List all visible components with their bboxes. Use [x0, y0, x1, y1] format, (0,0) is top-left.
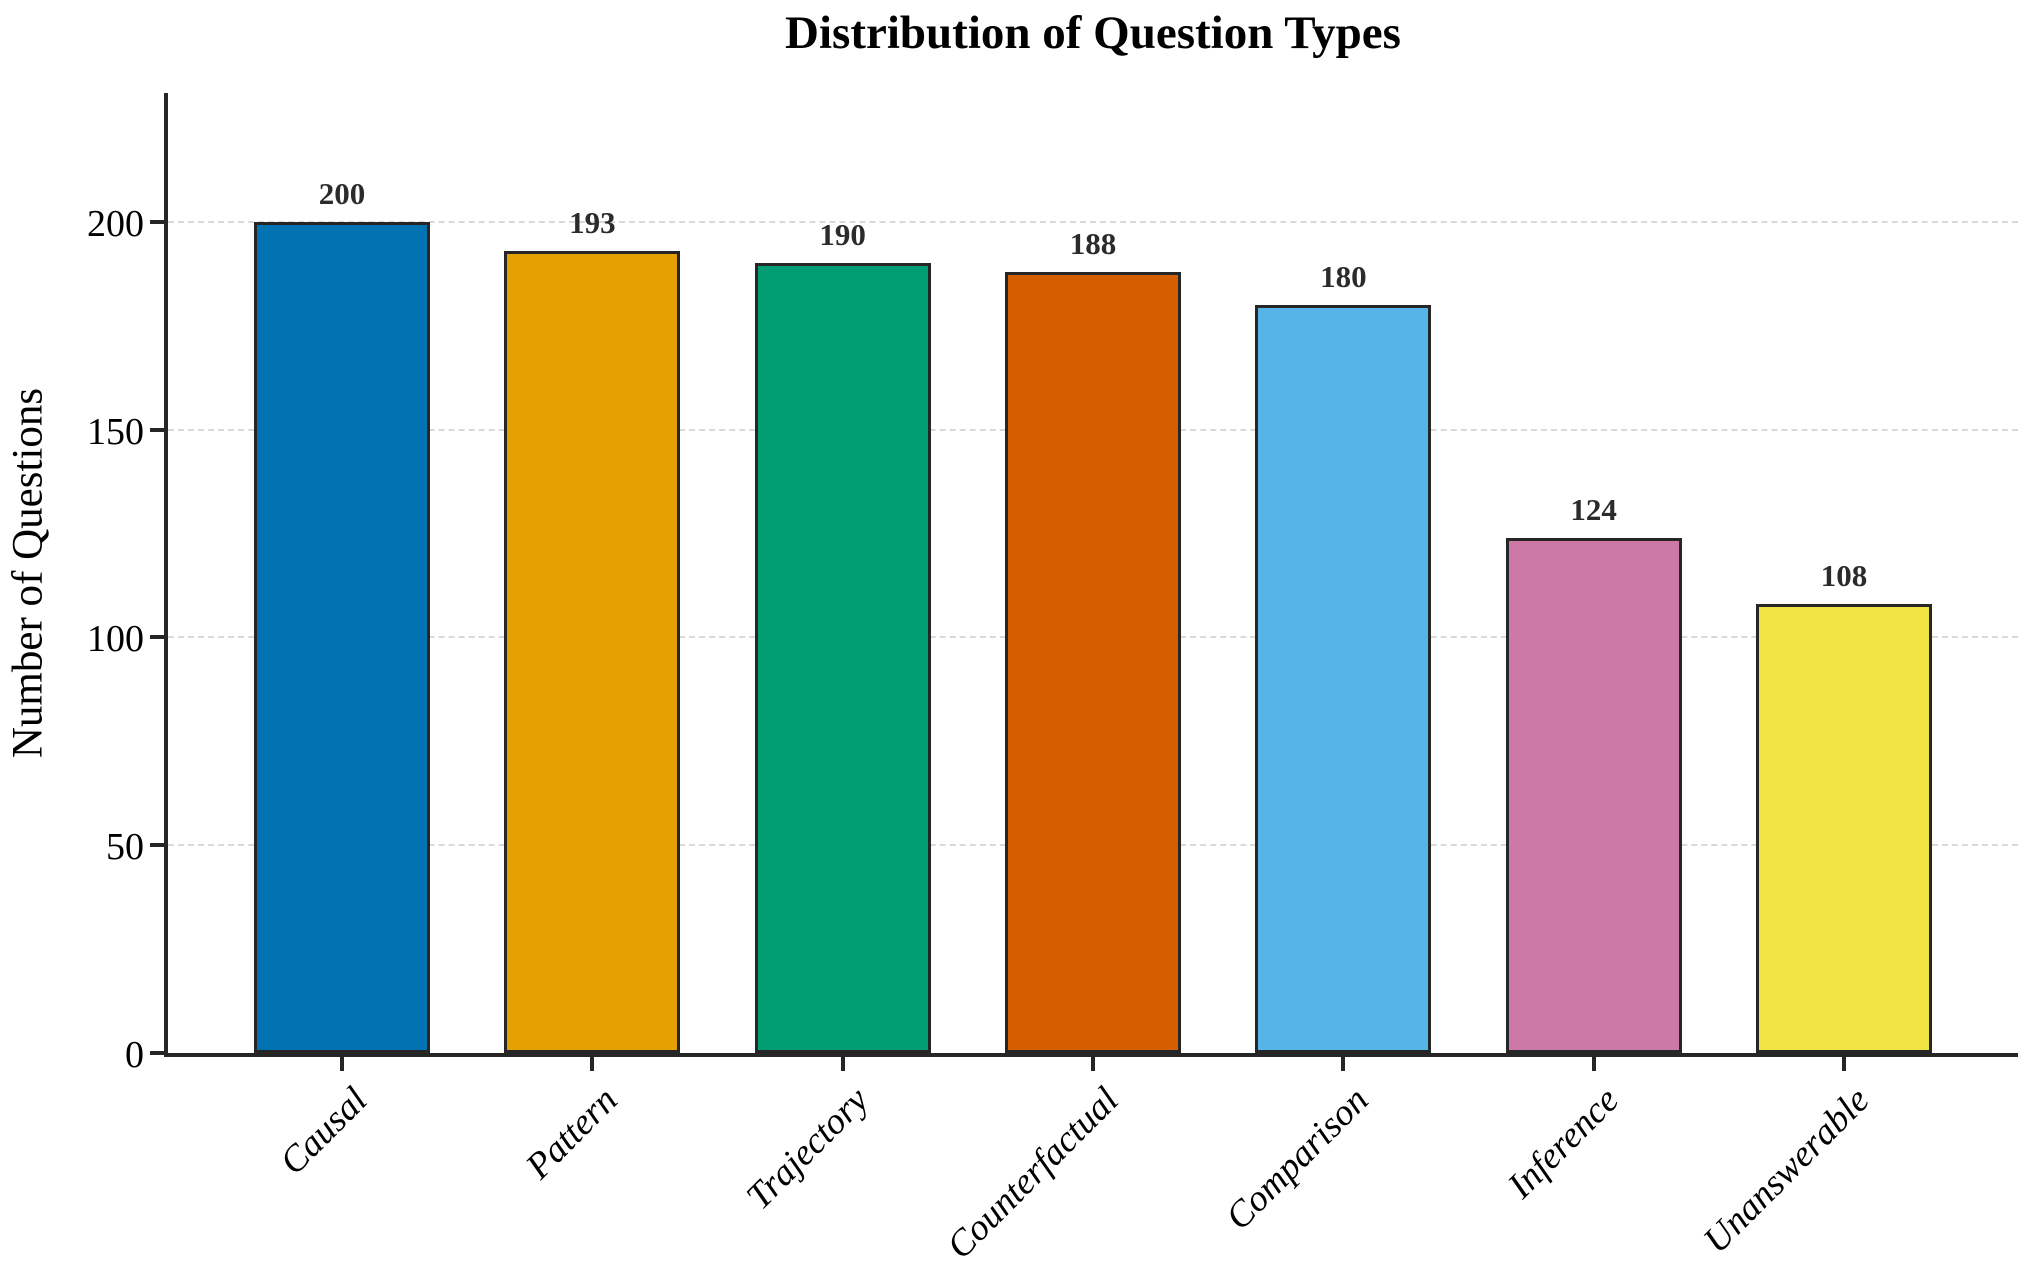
gridline-y-200	[168, 220, 2018, 223]
x-tick-mark	[840, 1057, 845, 1071]
y-tick-label: 150	[87, 410, 144, 453]
y-tick-mark	[150, 219, 164, 224]
bar-trajectory	[754, 263, 931, 1053]
x-tick-mark	[340, 1057, 344, 1071]
bar-causal	[254, 221, 430, 1053]
y-tick-label: 0	[125, 1034, 144, 1076]
y-tick-label: 100	[87, 618, 144, 661]
x-tick-mark	[1591, 1057, 1596, 1071]
x-tick-mark	[590, 1057, 595, 1071]
x-tick-mark	[1341, 1057, 1346, 1071]
y-tick-mark	[150, 843, 164, 848]
bar-counterfactual	[1005, 271, 1181, 1053]
bar-value-label: 188	[1069, 225, 1117, 261]
y-tick-mark	[150, 635, 164, 640]
bar-inference	[1505, 537, 1682, 1053]
x-tick-mark	[1091, 1057, 1095, 1071]
chart-title: Distribution of Question Types	[785, 7, 1401, 59]
bar-value-label: 180	[1320, 258, 1367, 294]
y-tick-mark	[150, 1051, 164, 1055]
x-tick-label: Inference	[1500, 1079, 1628, 1207]
x-axis-spine	[164, 1053, 2018, 1057]
x-tick-label: Comparison	[1218, 1079, 1377, 1238]
y-tick-label: 50	[106, 826, 144, 869]
bar-value-label: 124	[1570, 491, 1617, 527]
bar-unanswerable	[1756, 604, 1932, 1053]
x-tick-mark	[1842, 1057, 1846, 1071]
x-tick-label: Pattern	[518, 1079, 626, 1188]
x-tick-label: Unanswerable	[1695, 1079, 1878, 1262]
y-tick-mark	[150, 427, 164, 432]
x-tick-label: Causal	[272, 1079, 376, 1183]
bar-pattern	[504, 250, 681, 1053]
x-tick-label: Trajectory	[738, 1079, 877, 1218]
y-tick-label: 200	[87, 202, 144, 245]
bar-value-label: 108	[1820, 558, 1868, 594]
bar-value-label: 200	[318, 175, 366, 211]
x-tick-label: Counterfactual	[939, 1079, 1127, 1268]
bar-comparison	[1255, 304, 1432, 1053]
bar-value-label: 190	[819, 217, 866, 253]
bar-value-label: 193	[569, 204, 616, 240]
y-axis-spine	[164, 93, 168, 1057]
